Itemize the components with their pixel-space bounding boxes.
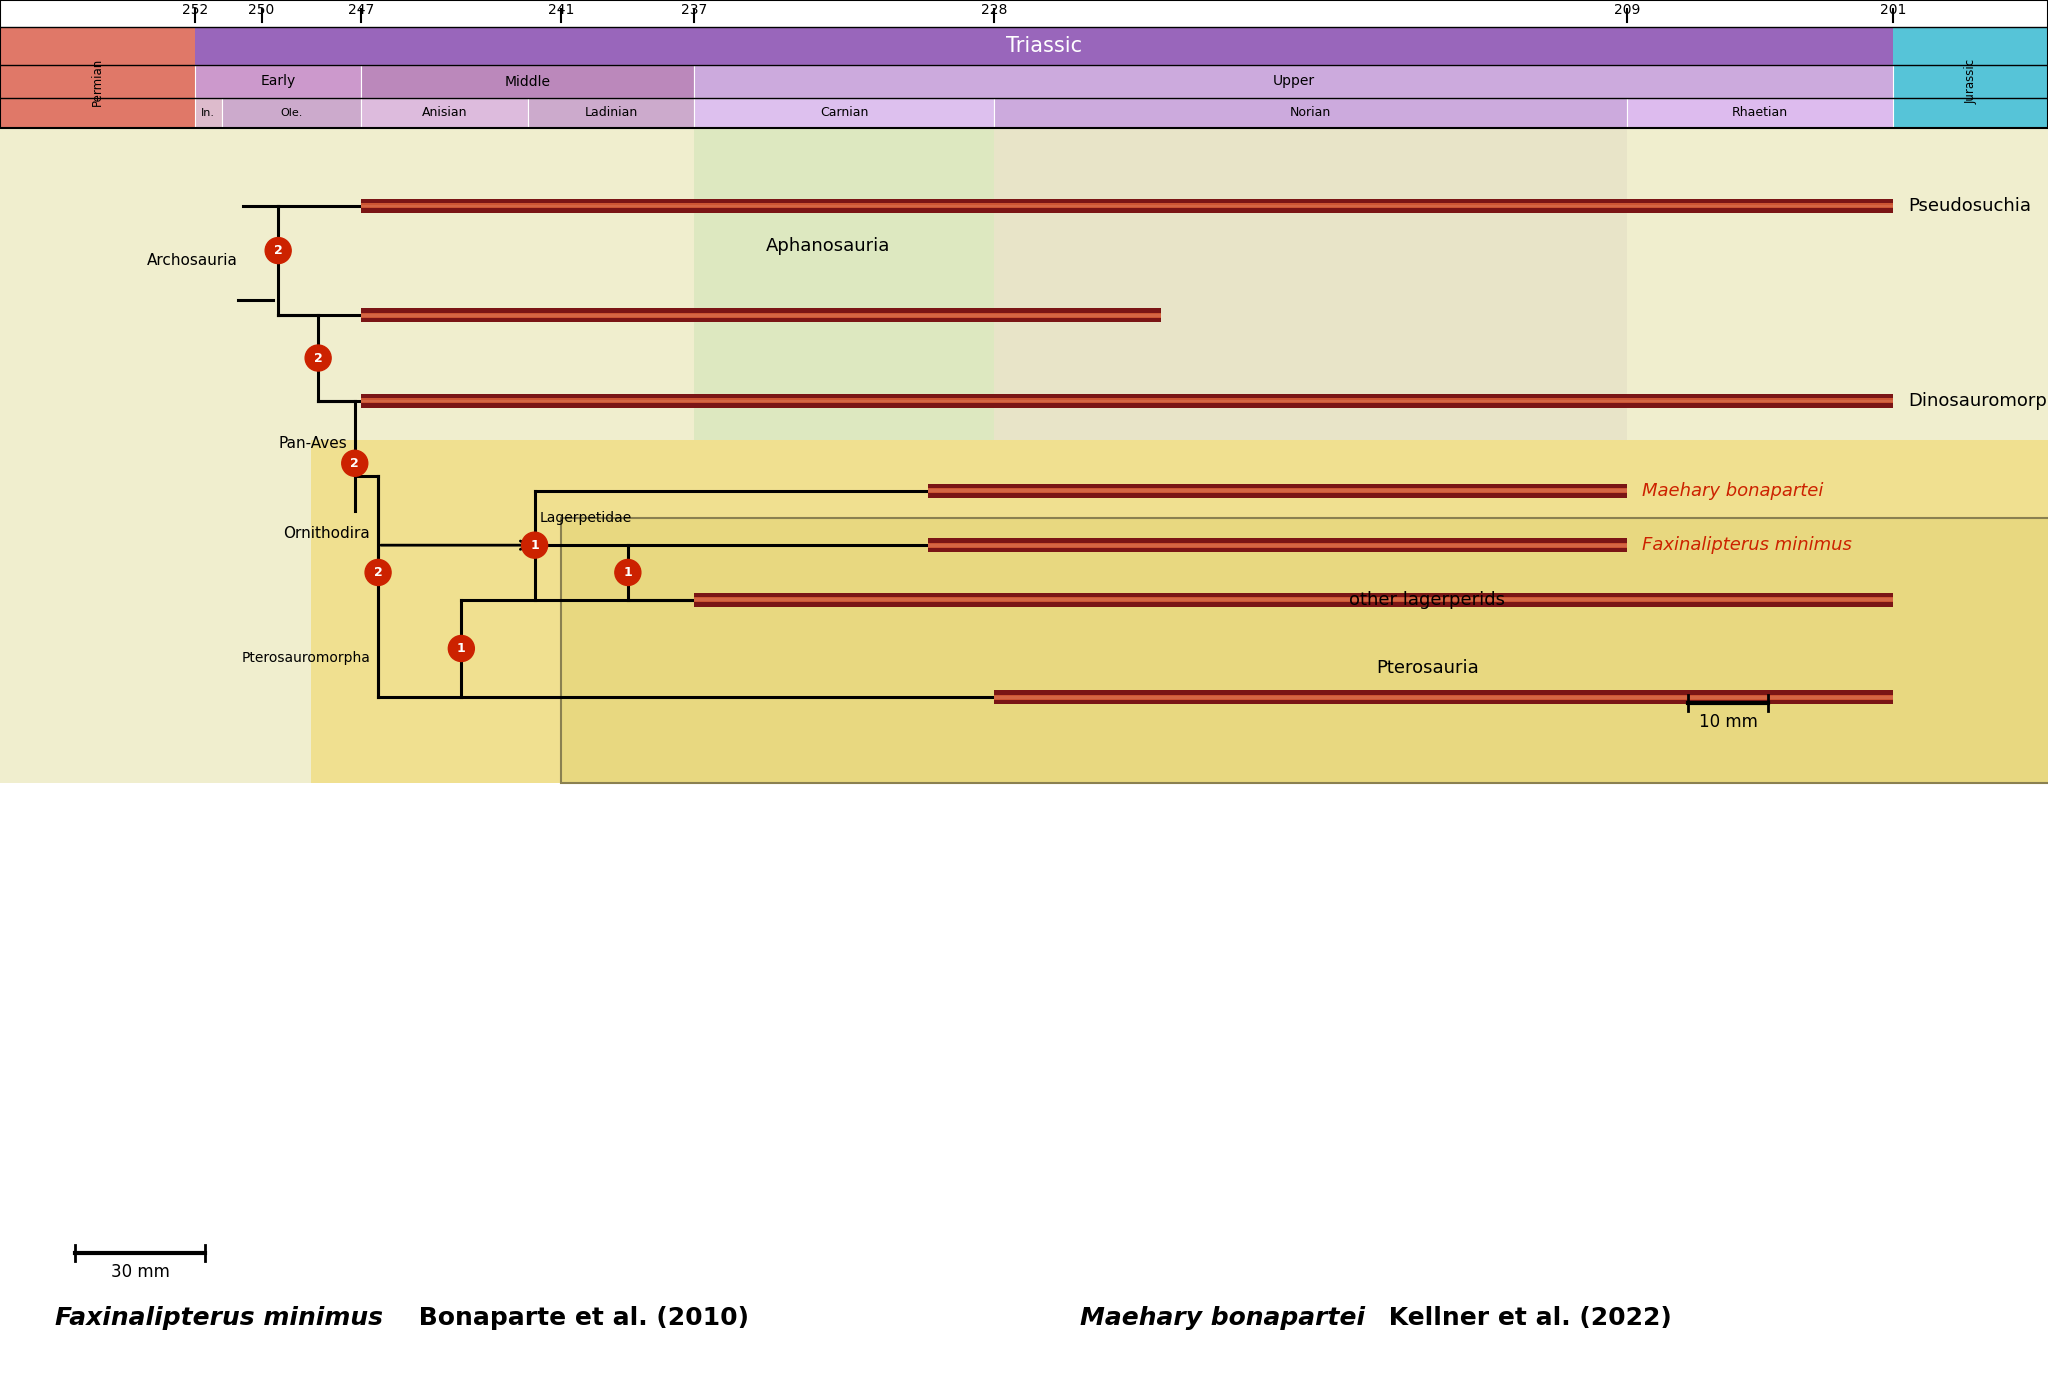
Text: In.: In. xyxy=(201,108,215,118)
Text: Lagerpetidae: Lagerpetidae xyxy=(539,511,633,526)
Text: Middle: Middle xyxy=(506,74,551,88)
Text: 2: 2 xyxy=(350,457,358,470)
Text: Pan-Aves: Pan-Aves xyxy=(279,437,346,452)
Bar xyxy=(360,398,1894,404)
Bar xyxy=(0,27,195,65)
Bar xyxy=(0,128,2048,783)
Circle shape xyxy=(365,559,391,585)
Bar xyxy=(694,593,1894,607)
Text: Faxinalipterus minimus: Faxinalipterus minimus xyxy=(55,1306,383,1330)
Text: Maehary bonapartei: Maehary bonapartei xyxy=(1079,1306,1366,1330)
Bar xyxy=(1894,65,2048,97)
Bar xyxy=(694,97,993,128)
Bar xyxy=(195,65,360,97)
Bar xyxy=(0,0,2048,128)
Bar xyxy=(694,65,1894,97)
Bar xyxy=(0,65,195,97)
Text: Upper: Upper xyxy=(1274,74,1315,88)
Bar xyxy=(0,0,2048,128)
Bar xyxy=(528,97,694,128)
Bar xyxy=(360,394,1894,408)
Bar xyxy=(360,308,1161,323)
Bar xyxy=(993,97,1626,128)
Text: Carnian: Carnian xyxy=(819,107,868,119)
Circle shape xyxy=(522,533,547,559)
Bar xyxy=(928,489,1626,492)
Text: 10 mm: 10 mm xyxy=(1698,713,1757,730)
Text: Pterosauria: Pterosauria xyxy=(1376,659,1479,677)
Bar xyxy=(1626,97,1894,128)
Bar xyxy=(928,544,1626,546)
Text: Pseudosuchia: Pseudosuchia xyxy=(1909,196,2032,216)
Circle shape xyxy=(342,450,369,476)
Bar xyxy=(1894,97,2048,128)
Text: Archosauria: Archosauria xyxy=(147,253,238,268)
Bar xyxy=(1894,27,2048,65)
Text: Early: Early xyxy=(260,74,295,88)
Text: Dinosauromorpha: Dinosauromorpha xyxy=(1909,391,2048,411)
Bar xyxy=(993,128,1626,783)
Bar xyxy=(928,538,1626,552)
Bar xyxy=(561,518,2048,783)
Bar xyxy=(221,97,360,128)
Bar xyxy=(694,599,1894,601)
Bar xyxy=(360,65,694,97)
Bar xyxy=(360,199,1894,213)
Bar xyxy=(195,97,221,128)
Bar xyxy=(928,487,1626,493)
Text: 1: 1 xyxy=(457,643,465,655)
Text: Anisian: Anisian xyxy=(422,107,467,119)
Text: 250: 250 xyxy=(248,3,274,16)
Bar xyxy=(694,597,1894,603)
Bar xyxy=(993,696,1894,699)
Circle shape xyxy=(614,559,641,585)
Bar xyxy=(360,313,1161,317)
Text: Ole.: Ole. xyxy=(281,108,303,118)
Circle shape xyxy=(449,636,475,662)
Text: 252: 252 xyxy=(182,3,209,16)
Text: 209: 209 xyxy=(1614,3,1640,16)
Text: Rhaetian: Rhaetian xyxy=(1733,107,1788,119)
Text: Jurassic: Jurassic xyxy=(1964,59,1976,104)
Bar xyxy=(360,205,1894,207)
Text: Triassic: Triassic xyxy=(1006,36,1081,56)
Bar xyxy=(360,203,1894,209)
Text: 30 mm: 30 mm xyxy=(111,1263,170,1281)
Text: 1: 1 xyxy=(530,538,539,552)
Bar xyxy=(360,314,1161,317)
Bar xyxy=(0,97,195,128)
Text: 2: 2 xyxy=(313,351,322,364)
Bar xyxy=(311,439,2048,783)
Bar xyxy=(0,0,2048,27)
Text: Maehary bonapartei: Maehary bonapartei xyxy=(1642,482,1823,500)
Bar xyxy=(360,97,528,128)
Text: 2: 2 xyxy=(274,244,283,257)
Circle shape xyxy=(264,238,291,264)
Circle shape xyxy=(305,345,332,371)
Text: Kellner et al. (2022): Kellner et al. (2022) xyxy=(1380,1306,1671,1330)
Text: Bonaparte et al. (2010): Bonaparte et al. (2010) xyxy=(410,1306,750,1330)
Text: 1: 1 xyxy=(623,566,633,579)
Text: Pterosauromorpha: Pterosauromorpha xyxy=(242,651,371,666)
Text: Permian: Permian xyxy=(90,58,104,106)
Bar xyxy=(195,27,1894,65)
Text: Faxinalipterus minimus: Faxinalipterus minimus xyxy=(1642,537,1851,555)
Text: 237: 237 xyxy=(682,3,709,16)
Bar xyxy=(694,128,993,783)
Text: 241: 241 xyxy=(549,3,573,16)
Text: 228: 228 xyxy=(981,3,1008,16)
Text: 247: 247 xyxy=(348,3,375,16)
Bar xyxy=(993,691,1894,704)
Bar xyxy=(928,542,1626,548)
Bar xyxy=(993,695,1894,700)
Bar xyxy=(360,400,1894,402)
Text: Aphanosauria: Aphanosauria xyxy=(766,238,891,255)
Bar xyxy=(928,483,1626,497)
Text: 2: 2 xyxy=(373,566,383,579)
Text: Ladinian: Ladinian xyxy=(584,107,637,119)
Text: other lagerperids: other lagerperids xyxy=(1350,590,1505,608)
Text: 201: 201 xyxy=(1880,3,1907,16)
Text: Ornithodira: Ornithodira xyxy=(283,526,371,541)
Text: Norian: Norian xyxy=(1290,107,1331,119)
